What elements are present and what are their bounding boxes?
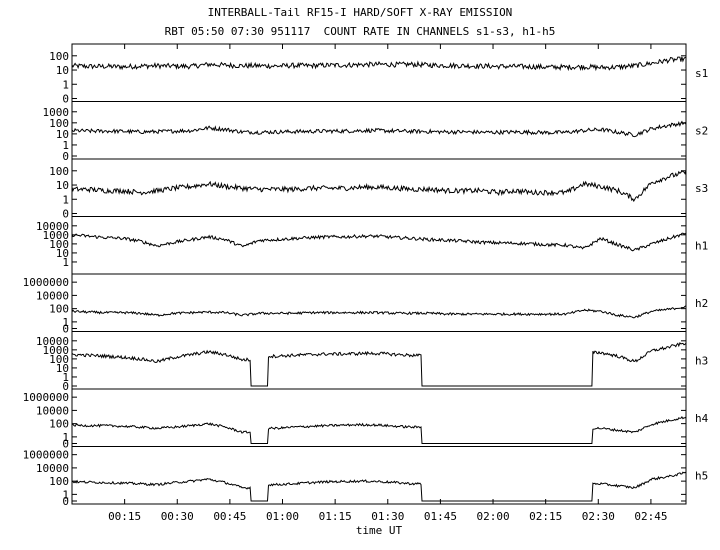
y-tick-label: 0: [62, 150, 69, 163]
x-tick-label: 02:30: [582, 510, 615, 523]
y-tick-label: 100: [49, 165, 69, 178]
x-tick-label: 01:00: [266, 510, 299, 523]
y-tick-label: 1000000: [23, 391, 69, 404]
series-line-s2: [71, 120, 687, 138]
panel-channel-label: s1: [695, 67, 708, 80]
series-line-h2: [71, 305, 687, 319]
panel-frame: [71, 446, 687, 505]
y-tick-label: 1: [62, 139, 69, 152]
x-axis-label: time UT: [356, 524, 403, 537]
panel-channel-label: s2: [695, 124, 708, 137]
x-tick-label: 01:30: [371, 510, 404, 523]
series-line-h3: [71, 341, 687, 387]
series-line-s1: [71, 56, 687, 72]
y-tick-label: 100: [49, 238, 69, 251]
x-tick-label: 02:00: [476, 510, 509, 523]
series-line-h4: [71, 416, 687, 444]
y-tick-label: 0: [62, 323, 69, 336]
panel-channel-label: h4: [695, 412, 709, 425]
panel-channel-label: h5: [695, 469, 708, 482]
y-tick-label: 0: [62, 495, 69, 508]
y-tick-label: 1000: [43, 229, 70, 242]
y-tick-label: 100: [49, 353, 69, 366]
panel-frame: [71, 216, 687, 275]
y-tick-label: 1: [62, 78, 69, 91]
x-tick-label: 00:45: [213, 510, 246, 523]
y-tick-label: 10000: [36, 289, 69, 302]
series-line-s3: [71, 169, 687, 203]
y-tick-label: 1: [62, 316, 69, 329]
y-tick-label: 100: [49, 418, 69, 431]
panel-channel-label: h2: [695, 297, 708, 310]
chart-title: INTERBALL-Tail RF15-I HARD/SOFT X-RAY EM…: [207, 6, 513, 19]
y-tick-label: 100: [49, 117, 69, 130]
y-tick-label: 10000: [36, 404, 69, 417]
y-tick-label: 10: [56, 247, 69, 260]
panel-frame: [71, 43, 687, 102]
y-tick-label: 1: [62, 193, 69, 206]
y-tick-label: 0: [62, 93, 69, 106]
panel-channel-label: h1: [695, 239, 708, 252]
chart-subtitle: RBT 05:50 07:30 951117 COUNT RATE IN CHA…: [164, 25, 556, 38]
series-line-h1: [71, 232, 687, 252]
panel-channel-label: s3: [695, 182, 708, 195]
y-tick-label: 10000: [36, 462, 69, 475]
x-tick-label: 02:15: [529, 510, 562, 523]
y-tick-label: 1: [62, 371, 69, 384]
x-tick-label: 01:15: [319, 510, 352, 523]
y-tick-label: 0: [62, 208, 69, 221]
x-tick-label: 00:15: [108, 510, 141, 523]
series-line-h5: [71, 471, 687, 502]
y-tick-label: 100: [49, 50, 69, 63]
y-tick-label: 1: [62, 431, 69, 444]
y-tick-label: 10000: [36, 335, 69, 348]
y-tick-label: 1000: [43, 344, 70, 357]
panel-frame: [71, 273, 687, 332]
y-tick-label: 10: [56, 362, 69, 375]
y-tick-label: 10000: [36, 220, 69, 233]
y-tick-label: 10: [56, 64, 69, 77]
y-tick-label: 1000000: [23, 276, 69, 289]
y-tick-label: 1: [62, 488, 69, 501]
x-tick-label: 00:30: [161, 510, 194, 523]
y-tick-label: 10: [56, 128, 69, 141]
panel-frame: [71, 388, 687, 447]
y-tick-label: 1000000: [23, 449, 69, 462]
x-tick-label: 02:45: [634, 510, 667, 523]
y-tick-label: 0: [62, 438, 69, 451]
x-tick-label: 01:45: [424, 510, 457, 523]
y-tick-label: 100: [49, 303, 69, 316]
panel-channel-label: h3: [695, 354, 708, 367]
y-tick-label: 10: [56, 179, 69, 192]
y-tick-label: 0: [62, 380, 69, 393]
y-tick-label: 100: [49, 475, 69, 488]
y-tick-label: 1: [62, 256, 69, 269]
y-tick-label: 1000: [43, 106, 70, 119]
